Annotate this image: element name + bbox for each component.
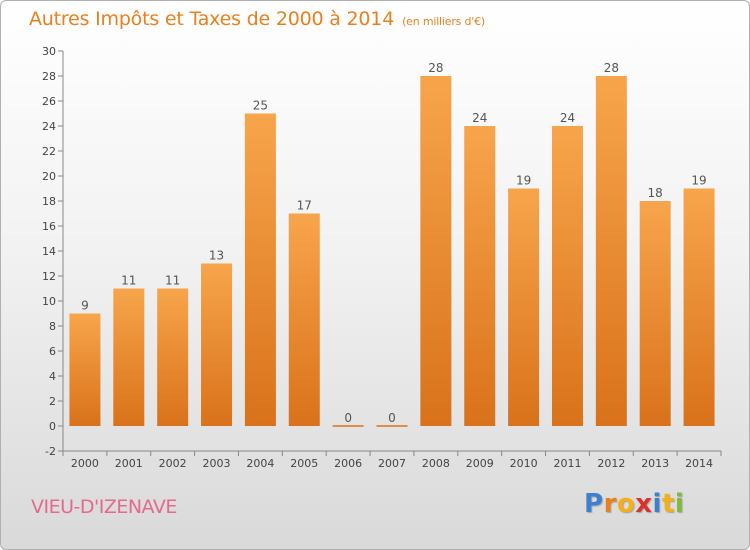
data-label: 28: [428, 61, 443, 75]
y-tick-label: -2: [45, 445, 56, 458]
bar: [639, 201, 671, 426]
y-tick-label: 18: [42, 195, 56, 208]
commune-name: VIEU-D'IZENAVE: [31, 496, 177, 518]
chart-title: Autres Impôts et Taxes de 2000 à 2014 (en…: [29, 8, 485, 30]
x-tick-label: 2014: [685, 457, 713, 470]
bar: [551, 126, 583, 426]
bar: [464, 126, 496, 426]
logo-letter: r: [603, 489, 617, 519]
proxiti-logo: Proxiti: [584, 489, 684, 519]
logo-letter: i: [674, 489, 685, 519]
data-label: 13: [209, 249, 224, 263]
data-label: 24: [560, 111, 575, 125]
y-tick-label: 16: [42, 220, 56, 233]
y-tick-label: 0: [49, 420, 56, 433]
bar: [113, 288, 145, 426]
bar: [420, 76, 452, 426]
y-tick-label: 26: [42, 95, 56, 108]
bar: [69, 313, 101, 426]
x-tick-label: 2003: [203, 457, 231, 470]
y-tick-label: 20: [42, 170, 56, 183]
y-tick-label: 14: [42, 245, 56, 258]
x-tick-label: 2005: [290, 457, 318, 470]
data-label: 11: [165, 274, 180, 288]
data-label: 17: [297, 199, 312, 213]
bar: [157, 288, 189, 426]
x-tick-label: 2011: [553, 457, 581, 470]
x-tick-label: 2008: [422, 457, 450, 470]
data-label: 0: [344, 411, 352, 425]
y-tick-label: 24: [42, 120, 56, 133]
data-label: 28: [604, 61, 619, 75]
data-label: 25: [253, 99, 268, 113]
x-tick-label: 2013: [641, 457, 669, 470]
bar: [508, 188, 540, 426]
y-tick-label: 22: [42, 145, 56, 158]
x-tick-label: 2004: [246, 457, 274, 470]
bar: [595, 76, 627, 426]
data-label: 18: [648, 186, 663, 200]
logo-letter: o: [616, 489, 636, 519]
bar: [683, 188, 715, 426]
chart-bars: [69, 76, 715, 427]
y-tick-label: 10: [42, 295, 56, 308]
y-tick-label: 8: [49, 320, 56, 333]
y-tick-label: 30: [42, 45, 56, 58]
bar: [244, 113, 276, 426]
x-tick-label: 2002: [159, 457, 187, 470]
x-tick-label: 2007: [378, 457, 406, 470]
x-tick-label: 2000: [71, 457, 99, 470]
y-tick-label: 28: [42, 70, 56, 83]
chart-title-text: Autres Impôts et Taxes de 2000 à 2014: [29, 8, 395, 30]
y-tick-label: 6: [49, 345, 56, 358]
logo-letter: P: [584, 489, 604, 519]
y-tick-label: 4: [49, 370, 56, 383]
x-tick-label: 2012: [597, 457, 625, 470]
x-tick-label: 2006: [334, 457, 362, 470]
chart-subtitle: (en milliers d'€): [402, 15, 485, 28]
data-label: 19: [691, 174, 706, 188]
x-tick-label: 2009: [466, 457, 494, 470]
x-tick-label: 2001: [115, 457, 143, 470]
logo-letter: x: [635, 489, 653, 519]
data-label: 11: [121, 274, 136, 288]
bar: [288, 213, 320, 426]
logo-letter: t: [661, 489, 675, 519]
data-label: 19: [516, 174, 531, 188]
chart-data-labels: 9 11 11 13 25 17 0 0 28 24 19 24 28 18 19: [81, 61, 707, 425]
data-label: 9: [81, 299, 89, 313]
data-label: 0: [388, 411, 396, 425]
data-label: 24: [472, 111, 487, 125]
y-tick-label: 12: [42, 270, 56, 283]
logo-letter: i: [652, 489, 662, 519]
y-tick-label: 2: [49, 395, 56, 408]
bar: [201, 263, 233, 426]
x-tick-label: 2010: [510, 457, 538, 470]
